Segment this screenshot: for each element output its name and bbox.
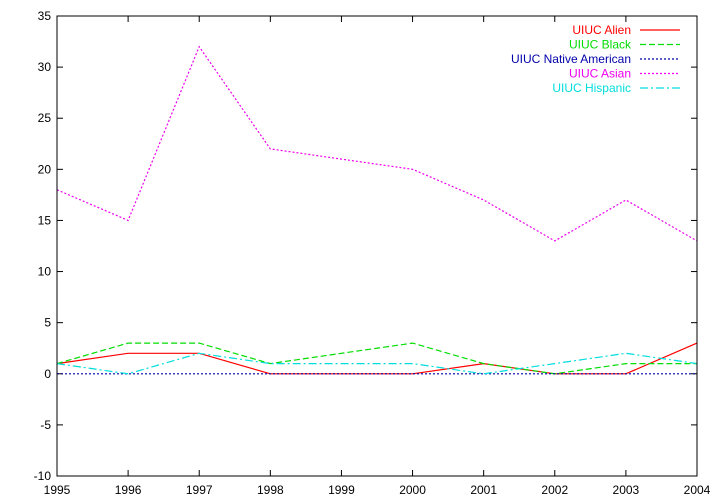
x-tick-label: 1998 bbox=[257, 483, 284, 497]
y-tick-label: 0 bbox=[44, 367, 51, 381]
x-tick-label: 2004 bbox=[684, 483, 711, 497]
series-lines bbox=[56, 45, 698, 375]
y-tick-label: -5 bbox=[40, 418, 51, 432]
legend-label-uiuc-black: UIUC Black bbox=[569, 38, 632, 52]
x-tick-label: 1996 bbox=[115, 483, 142, 497]
axes: 1995 1996 1997 1998 1999 2000 2001 2002 2003 2004… bbox=[34, 9, 711, 497]
legend-label-uiuc-alien: UIUC Alien bbox=[572, 23, 631, 37]
series-line-uiuc-black bbox=[56, 342, 697, 375]
y-tick-label: 25 bbox=[38, 111, 52, 125]
y-tick-label: 10 bbox=[38, 265, 52, 279]
series-line-uiuc-asian bbox=[56, 45, 698, 242]
y-tick-label: 30 bbox=[38, 60, 52, 74]
x-tick-label: 2003 bbox=[613, 483, 640, 497]
x-tick-label: 1999 bbox=[328, 483, 355, 497]
x-tick-label: 2001 bbox=[470, 483, 497, 497]
y-tick-label: 35 bbox=[38, 9, 52, 23]
y-tick-label: 20 bbox=[38, 162, 52, 176]
x-tick-label: 1997 bbox=[186, 483, 213, 497]
series-line-uiuc-hispanic bbox=[56, 352, 698, 375]
y-tick-label: 5 bbox=[44, 316, 51, 330]
plot-frame bbox=[56, 15, 698, 477]
y-tick-label: 15 bbox=[38, 213, 52, 227]
legend-label-uiuc-hispanic: UIUC Hispanic bbox=[552, 81, 631, 95]
x-tick-label: 2000 bbox=[399, 483, 426, 497]
y-tick-label: -10 bbox=[34, 469, 52, 483]
legend-label-uiuc-native-american: UIUC Native American bbox=[511, 52, 631, 66]
x-tick-label: 2002 bbox=[541, 483, 568, 497]
x-tick-label: 1995 bbox=[44, 483, 71, 497]
legend-label-uiuc-asian: UIUC Asian bbox=[569, 67, 631, 81]
